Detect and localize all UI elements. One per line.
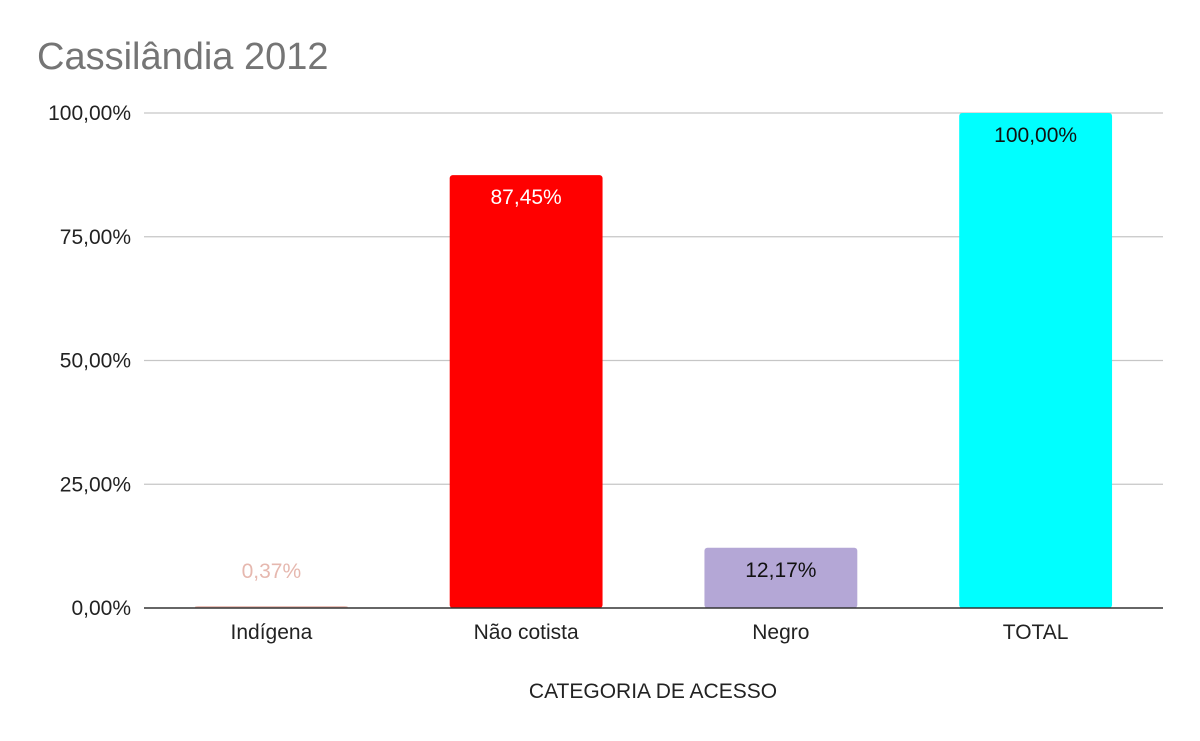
bar — [959, 113, 1113, 608]
bars — [194, 113, 1113, 608]
y-tick-label: 0,00% — [71, 597, 131, 620]
data-label: 100,00% — [994, 124, 1077, 147]
data-label: 87,45% — [491, 186, 562, 209]
bar — [449, 175, 603, 608]
chart-title: Cassilândia 2012 — [37, 36, 329, 78]
x-tick-label: Não cotista — [474, 621, 579, 644]
y-tick-label: 50,00% — [60, 350, 131, 373]
x-tick-label: Negro — [752, 621, 809, 644]
x-tick-label: Indígena — [231, 621, 313, 644]
x-axis-tick-labels: Indígena Não cotista Negro TOTAL — [231, 621, 1069, 644]
y-tick-label: 25,00% — [60, 473, 131, 496]
data-labels: 0,37% 87,45% 12,17% 100,00% — [242, 124, 1077, 583]
data-label: 12,17% — [745, 559, 816, 582]
y-tick-label: 75,00% — [60, 226, 131, 249]
y-axis-tick-labels: 0,00% 25,00% 50,00% 75,00% 100,00% — [48, 102, 131, 620]
x-tick-label: TOTAL — [1003, 621, 1069, 644]
x-axis-title: CATEGORIA DE ACESSO — [529, 680, 777, 703]
bar — [704, 547, 858, 608]
y-tick-label: 100,00% — [48, 102, 131, 125]
data-label: 0,37% — [242, 560, 302, 583]
